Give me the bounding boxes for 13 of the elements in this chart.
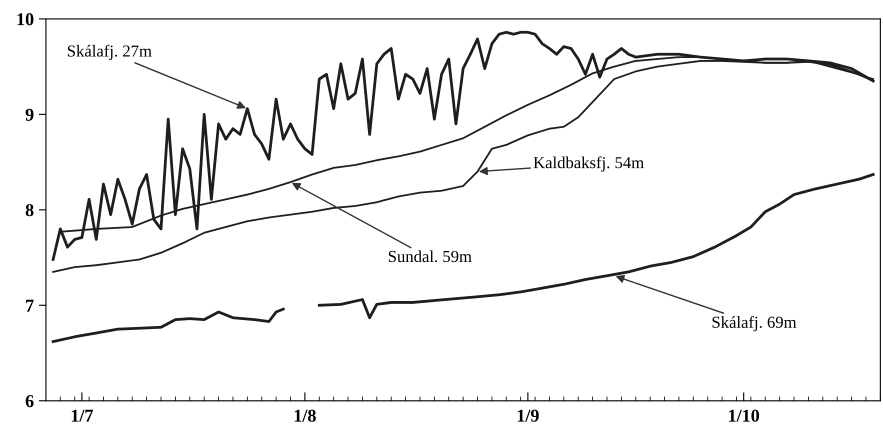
x-tick-label: 1/8 bbox=[294, 410, 316, 422]
x-tick-label: 1/7 bbox=[72, 410, 93, 422]
y-tick-label: 6 bbox=[26, 395, 34, 408]
x-tick-label: 1/9 bbox=[518, 410, 539, 422]
annotation: Kaldbaksfj. 54m bbox=[534, 156, 644, 172]
x-tick-label: 1/10 bbox=[729, 410, 760, 422]
y-tick-label: 8 bbox=[26, 204, 34, 216]
y-tick-label: 10 bbox=[18, 13, 34, 26]
y-tick-label: 9 bbox=[26, 108, 34, 121]
annotation: Skálafj. 69m bbox=[712, 316, 796, 332]
annotation: Sundal. 59m bbox=[388, 250, 472, 262]
y-tick-label: 7 bbox=[26, 300, 34, 312]
annotation: Skálafj. 27m bbox=[68, 44, 152, 60]
